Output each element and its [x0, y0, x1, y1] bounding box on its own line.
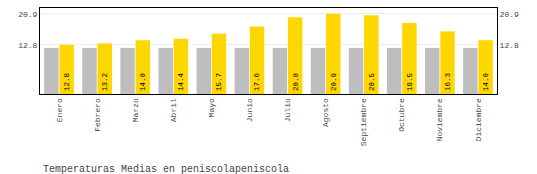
svg-text:18.5: 18.5 — [406, 72, 414, 91]
svg-text:12.8: 12.8 — [18, 41, 37, 50]
svg-text:16.3: 16.3 — [444, 72, 452, 91]
svg-text:12.8: 12.8 — [500, 41, 519, 50]
svg-text:20.5: 20.5 — [368, 72, 376, 91]
svg-text:14.0: 14.0 — [482, 72, 490, 91]
svg-text:Marzo: Marzo — [131, 98, 140, 122]
svg-text:20.9: 20.9 — [500, 10, 519, 19]
svg-text:Julio: Julio — [283, 98, 292, 122]
svg-text:Temperaturas Medias en penisco: Temperaturas Medias en peniscolapeniscol… — [43, 164, 289, 174]
svg-text:20.9: 20.9 — [330, 73, 338, 91]
svg-text:12.8: 12.8 — [63, 72, 71, 91]
svg-text:20.0: 20.0 — [292, 72, 300, 91]
svg-text:Diciembre: Diciembre — [474, 98, 483, 141]
svg-text:Junio: Junio — [245, 98, 254, 122]
svg-text:Septiembre: Septiembre — [359, 98, 368, 146]
svg-text:Agosto: Agosto — [321, 98, 330, 127]
svg-text:Enero: Enero — [55, 98, 64, 122]
svg-text:Octubre: Octubre — [397, 98, 406, 132]
svg-text:Noviembre: Noviembre — [435, 98, 444, 141]
svg-text:14.0: 14.0 — [139, 72, 147, 91]
svg-text:Abril: Abril — [169, 98, 178, 122]
svg-text:15.7: 15.7 — [215, 73, 223, 91]
svg-text:14.4: 14.4 — [177, 72, 185, 91]
svg-text:13.2: 13.2 — [101, 73, 109, 91]
svg-text:Febrero: Febrero — [93, 98, 102, 132]
svg-text:17.6: 17.6 — [253, 72, 261, 91]
svg-text:20.9: 20.9 — [18, 10, 37, 19]
svg-text:Mayo: Mayo — [207, 98, 216, 117]
